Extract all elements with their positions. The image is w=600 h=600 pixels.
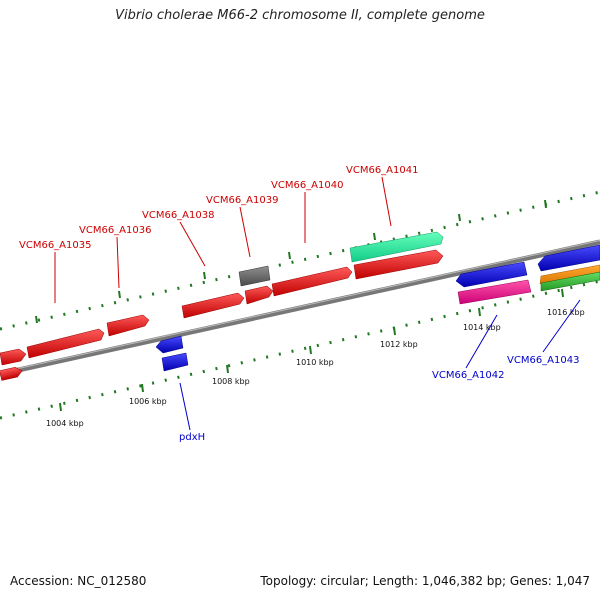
leader-line bbox=[542, 299, 581, 353]
gene-arrow-vcm66-a1042-pink[interactable] bbox=[457, 279, 532, 305]
gene-label-pdxh[interactable]: pdxH bbox=[179, 432, 205, 443]
major-tick bbox=[118, 290, 121, 299]
gene-label-vcm66-a1043[interactable]: VCM66_A1043 bbox=[507, 355, 579, 366]
genome-summary: Topology: circular; Length: 1,046,382 bp… bbox=[260, 574, 590, 588]
major-tick bbox=[561, 288, 564, 298]
scale-label-1004: 1004 kbp bbox=[46, 419, 84, 428]
scale-label-1006: 1006 kbp bbox=[129, 397, 167, 406]
gene-label-vcm66-a1040[interactable]: VCM66_A1040 bbox=[271, 180, 343, 191]
gene-arrow-vcm66-a1041-teal[interactable] bbox=[349, 231, 444, 263]
leader-line bbox=[116, 236, 120, 289]
gene-arrow-pdxh[interactable] bbox=[161, 352, 189, 372]
scale-label-1016: 1016 kbp bbox=[547, 308, 585, 317]
inner-tick-track bbox=[0, 279, 600, 420]
major-tick bbox=[393, 326, 396, 336]
major-tick bbox=[544, 199, 547, 209]
accession-label: Accession: NC_012580 bbox=[10, 574, 147, 588]
gene-label-vcm66-a1042[interactable]: VCM66_A1042 bbox=[432, 370, 504, 381]
major-tick bbox=[458, 213, 461, 222]
scale-label-1008: 1008 kbp bbox=[212, 377, 250, 386]
major-tick bbox=[141, 383, 144, 393]
gene-arrow-vcm66-a1034[interactable] bbox=[0, 348, 27, 366]
gene-arrow-vcm66-a1034[interactable] bbox=[0, 366, 23, 381]
leader-line bbox=[179, 382, 191, 431]
gene-label-vcm66-a1035[interactable]: VCM66_A1035 bbox=[19, 240, 91, 251]
gene-arrow-green-1043[interactable] bbox=[540, 271, 600, 292]
major-tick bbox=[478, 307, 481, 317]
map-title: Vibrio cholerae M66-2 chromosome II, com… bbox=[115, 8, 485, 23]
leader-line bbox=[381, 176, 392, 227]
major-tick bbox=[226, 364, 229, 374]
gene-arrow-vcm66-a1042[interactable] bbox=[455, 261, 528, 288]
gene-arrow-vcm66-a1036[interactable] bbox=[106, 314, 150, 337]
gene-label-vcm66-a1039[interactable]: VCM66_A1039 bbox=[206, 195, 278, 206]
gene-arrow-pdxh-upper[interactable] bbox=[155, 335, 184, 354]
gene-arrow-vcm66-a1035[interactable] bbox=[26, 328, 105, 359]
major-tick bbox=[373, 232, 376, 241]
gene-arrow-vcm66-a1040[interactable] bbox=[271, 266, 353, 297]
gene-arrow-blue-1043[interactable] bbox=[537, 244, 600, 272]
leader-line bbox=[465, 314, 498, 369]
gene-arrow-vcm66-a1041[interactable] bbox=[353, 249, 444, 280]
gene-label-vcm66-a1036[interactable]: VCM66_A1036 bbox=[79, 225, 151, 236]
gene-label-vcm66-a1041[interactable]: VCM66_A1041 bbox=[346, 165, 418, 176]
leader-line bbox=[179, 221, 206, 267]
major-tick bbox=[203, 271, 206, 280]
backbone-highlight bbox=[0, 240, 600, 373]
gene-arrow-vcm66-a1038[interactable] bbox=[181, 292, 245, 319]
leader-line bbox=[239, 206, 251, 258]
gene-arrow-vcm66-a1039-gray[interactable] bbox=[238, 265, 271, 287]
major-tick bbox=[309, 345, 312, 355]
backbone-line bbox=[0, 239, 600, 377]
major-tick bbox=[59, 402, 62, 412]
major-tick bbox=[35, 315, 38, 324]
major-tick bbox=[288, 251, 291, 260]
gene-arrow-orange-1043[interactable] bbox=[539, 264, 600, 285]
gene-label-vcm66-a1038[interactable]: VCM66_A1038 bbox=[142, 210, 214, 221]
scale-label-1010: 1010 kbp bbox=[296, 358, 334, 367]
gene-arrow-vcm66-a1039[interactable] bbox=[244, 285, 274, 305]
scale-label-1012: 1012 kbp bbox=[380, 340, 418, 349]
scale-label-1014: 1014 kbp bbox=[463, 323, 501, 332]
